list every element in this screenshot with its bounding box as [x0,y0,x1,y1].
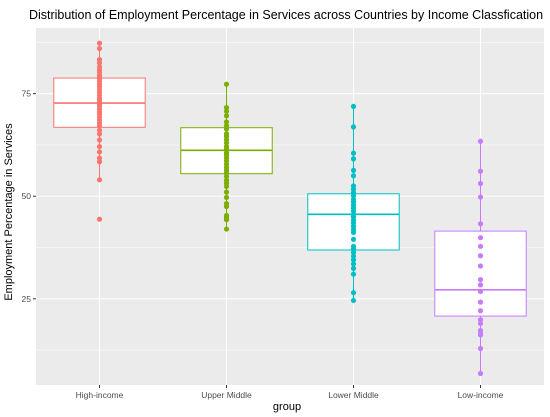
data-point [223,194,230,201]
data-point [477,370,484,377]
data-point [477,253,484,259]
data-point [477,308,484,314]
data-point [477,235,484,241]
data-point [96,177,103,183]
data-point [477,320,484,327]
y-tick-label: 25 [22,294,32,304]
data-point [350,124,357,130]
data-point [96,137,103,143]
y-axis: 25 50 75 [22,89,36,304]
data-point [350,290,357,296]
data-point [350,297,357,304]
data-point [223,189,230,195]
data-point [96,127,103,133]
data-point [96,45,103,52]
data-point [477,299,484,305]
data-point [96,159,103,165]
data-point [96,155,103,161]
point-group [96,40,484,377]
data-point [477,345,484,352]
data-point [477,168,484,174]
y-tick-label: 75 [22,89,32,99]
data-point [350,265,357,272]
x-tick-label: Upper Middle [201,390,252,400]
data-point [223,140,230,146]
data-point [477,221,484,227]
data-point [477,194,484,200]
x-tick-label: Low-income [458,390,504,400]
data-point [223,203,230,210]
x-axis-title: group [273,401,301,413]
data-point [350,271,357,277]
x-tick-label: Lower Middle [328,390,379,400]
data-point [96,123,103,129]
chart-title: Distribution of Employment Percentage in… [29,8,543,22]
data-point [223,226,230,232]
data-point [223,105,230,111]
data-point [96,216,103,222]
data-point [477,282,484,288]
data-point [96,40,103,46]
x-tick-label: High-income [76,390,124,400]
data-point [96,143,103,150]
data-point [350,236,357,242]
data-point [477,288,484,295]
data-point [350,156,357,162]
x-axis: High-income Upper Middle Lower Middle Low-i… [76,385,504,400]
y-axis-title: Employment Percentage in Services [3,123,15,301]
data-point [223,113,230,119]
data-point [477,276,484,283]
data-point [350,257,357,263]
data-point [350,173,357,179]
data-point [223,183,230,189]
data-point [350,167,357,173]
data-point [223,217,230,223]
data-point [350,261,357,267]
data-point [223,81,230,87]
minor-gridlines [36,42,544,351]
data-point [477,138,484,144]
data-point [96,149,103,155]
data-point [477,332,484,338]
data-point [477,243,484,249]
data-point [350,249,357,256]
data-point [350,150,357,156]
data-point [223,173,230,180]
y-tick-label: 50 [22,191,32,201]
data-point [350,103,357,109]
data-point [223,126,230,132]
data-point [350,229,357,235]
data-point [223,108,230,114]
data-point [477,317,484,323]
data-point [223,119,230,125]
data-point [477,263,484,269]
data-point [96,60,103,66]
data-point [96,131,103,137]
data-point [223,146,230,152]
data-point [477,180,484,187]
data-point [350,253,357,259]
data-point [350,193,357,199]
